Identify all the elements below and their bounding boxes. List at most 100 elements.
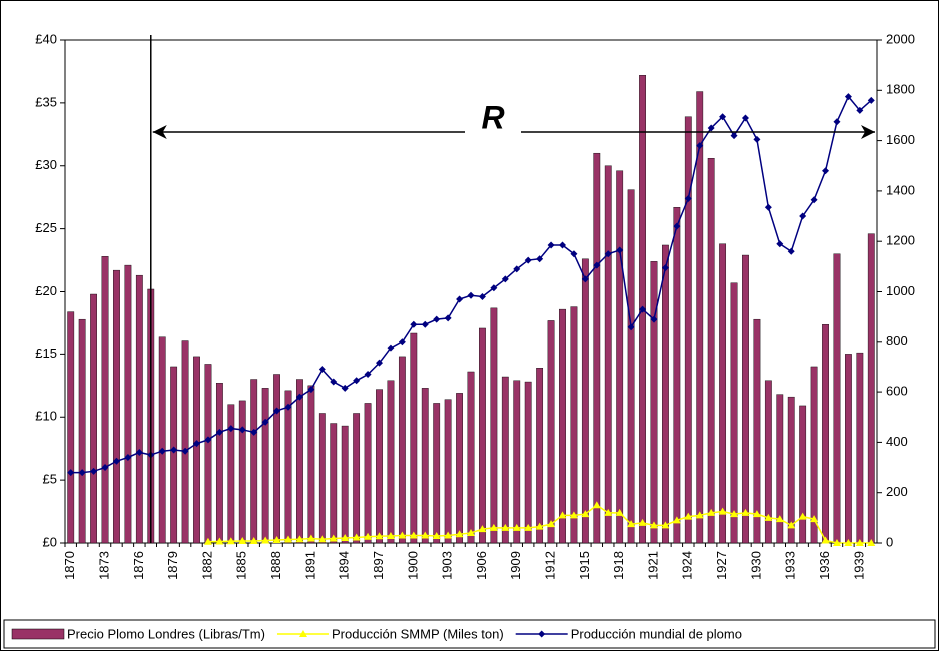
x-tick-label: 1927: [714, 551, 729, 580]
bar: [67, 311, 75, 544]
marker: [719, 113, 727, 121]
marker: [581, 275, 589, 283]
x-tick-label: 1924: [680, 551, 695, 580]
marker: [547, 520, 556, 528]
marker: [832, 539, 841, 546]
marker: [318, 365, 326, 373]
marker: [764, 203, 772, 211]
x-tick-label: 1870: [62, 551, 77, 580]
bar: [90, 293, 97, 544]
marker: [867, 539, 876, 546]
bar: [536, 368, 544, 544]
y-tick-label: £35: [35, 94, 57, 109]
marker: [672, 516, 681, 524]
marker: [867, 96, 875, 104]
marker: [410, 320, 418, 328]
marker: [135, 448, 143, 456]
legend-label: Producción SMMP (Miles ton): [332, 626, 504, 641]
marker: [318, 535, 327, 543]
bar: [238, 400, 246, 544]
bar: [570, 306, 578, 544]
marker: [730, 132, 738, 140]
y2-tick-label: 200: [886, 484, 908, 499]
marker: [398, 531, 407, 539]
x-tick-label: 1909: [508, 551, 523, 580]
bar: [215, 383, 223, 544]
bar: [845, 354, 852, 544]
bar: [593, 152, 601, 544]
x-tick-label: 1903: [440, 551, 455, 580]
bar: [78, 318, 86, 544]
marker: [78, 469, 86, 477]
bar: [524, 381, 532, 544]
x-tick-label: 1885: [234, 551, 249, 580]
bar: [776, 394, 784, 544]
bar: [467, 371, 475, 544]
y2-tick-label: 1000: [886, 283, 915, 298]
y2-tick-label: 1800: [886, 82, 915, 97]
marker: [776, 240, 784, 248]
marker: [261, 536, 270, 544]
arrow-head: [861, 125, 875, 139]
marker: [775, 515, 784, 523]
bar: [753, 318, 761, 544]
marker: [238, 426, 246, 434]
marker: [124, 453, 132, 461]
bar: [490, 307, 498, 544]
marker: [341, 384, 349, 392]
x-tick-label: 1930: [748, 551, 763, 580]
marker: [456, 295, 464, 303]
marker: [193, 440, 201, 448]
marker: [501, 275, 509, 283]
y2-tick-label: 800: [886, 333, 908, 348]
marker: [444, 531, 453, 539]
bar: [730, 282, 738, 544]
marker: [615, 508, 624, 516]
marker: [467, 291, 475, 299]
marker: [581, 510, 590, 518]
marker: [707, 124, 715, 132]
y2-tick-label: 0: [886, 534, 893, 549]
bar: [787, 396, 795, 544]
bar: [822, 323, 829, 544]
marker: [387, 344, 395, 352]
marker: [695, 511, 704, 519]
marker: [810, 196, 818, 204]
legend-marker: [538, 630, 546, 638]
marker: [170, 446, 178, 454]
marker: [295, 393, 303, 401]
bar: [421, 388, 429, 544]
marker: [558, 241, 566, 249]
y-tick-label: £40: [35, 31, 57, 46]
marker: [489, 523, 498, 531]
bar: [124, 264, 132, 544]
y2-tick-label: 600: [886, 384, 908, 399]
marker: [364, 532, 373, 540]
marker: [844, 539, 853, 546]
marker: [558, 511, 567, 519]
marker: [650, 315, 658, 323]
marker: [856, 106, 864, 114]
marker: [90, 467, 98, 475]
x-tick-label: 1891: [302, 551, 317, 580]
marker: [661, 521, 670, 529]
marker: [799, 212, 807, 220]
bar: [581, 258, 589, 544]
marker: [822, 167, 830, 175]
bar: [330, 423, 338, 544]
marker: [593, 261, 601, 269]
marker: [524, 256, 532, 264]
marker: [684, 194, 692, 202]
marker: [341, 533, 350, 541]
bar: [742, 254, 749, 544]
marker: [226, 537, 235, 545]
bar: [318, 413, 326, 544]
bar: [627, 189, 635, 544]
marker: [592, 501, 601, 509]
bar: [662, 244, 669, 544]
bar: [135, 274, 143, 544]
bar: [376, 389, 383, 544]
marker: [833, 118, 841, 126]
y-tick-label: £10: [35, 409, 57, 424]
